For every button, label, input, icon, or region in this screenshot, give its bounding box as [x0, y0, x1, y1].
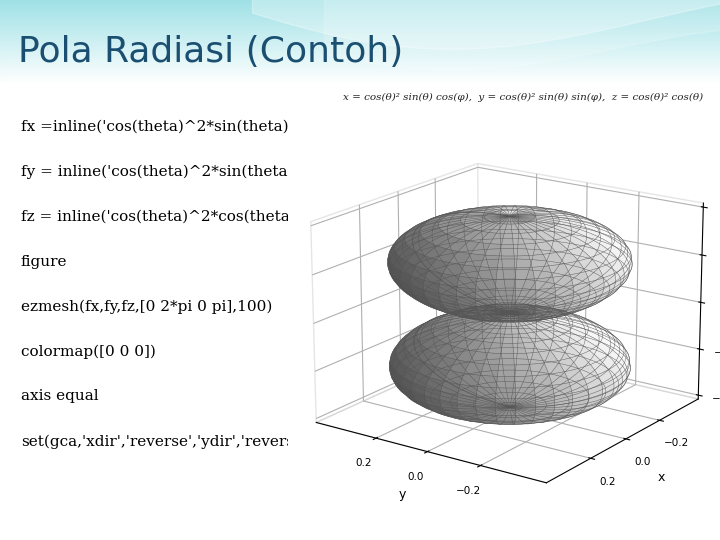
Bar	[0, 79, 720, 80]
Bar	[0, 38, 720, 39]
Bar	[0, 18, 720, 19]
Bar	[0, 44, 720, 45]
Bar	[0, 12, 720, 14]
Bar	[0, 45, 720, 46]
Bar	[0, 11, 720, 12]
Bar	[0, 51, 720, 52]
Bar	[0, 28, 720, 29]
Bar	[0, 74, 720, 75]
Bar	[0, 69, 720, 70]
Bar	[0, 2, 720, 3]
Bar	[0, 15, 720, 16]
Text: fz = inline('cos(theta)^2*cos(theta)');: fz = inline('cos(theta)^2*cos(theta)');	[21, 210, 311, 224]
Bar	[0, 25, 720, 26]
Bar	[0, 83, 720, 84]
Bar	[0, 7, 720, 8]
Bar	[0, 27, 720, 28]
Bar	[0, 62, 720, 63]
Text: fx =inline('cos(theta)^2*sin(theta)*cos(phi)');: fx =inline('cos(theta)^2*sin(theta)*cos(…	[21, 120, 373, 134]
Bar	[0, 63, 720, 64]
Bar	[0, 65, 720, 66]
Bar	[0, 19, 720, 20]
Bar	[0, 71, 720, 72]
X-axis label: y: y	[398, 488, 405, 501]
Bar	[0, 30, 720, 31]
Text: colormap([0 0 0]): colormap([0 0 0])	[21, 345, 156, 359]
Bar	[0, 16, 720, 17]
Text: fy = inline('cos(theta)^2*sin(theta)*sin(phi)');: fy = inline('cos(theta)^2*sin(theta)*sin…	[21, 165, 375, 179]
Bar	[0, 77, 720, 78]
Bar	[0, 49, 720, 50]
Text: set(gca,'xdir','reverse','ydir','reverse'): set(gca,'xdir','reverse','ydir','reverse…	[21, 434, 313, 449]
Bar	[0, 17, 720, 18]
Bar	[0, 76, 720, 77]
Bar	[0, 1, 720, 2]
Bar	[0, 78, 720, 79]
Bar	[0, 42, 720, 43]
Bar	[0, 21, 720, 22]
Text: Pola Radiasi (Contoh): Pola Radiasi (Contoh)	[18, 35, 403, 69]
Bar	[0, 37, 720, 38]
Bar	[0, 56, 720, 57]
Bar	[0, 34, 720, 35]
Bar	[0, 23, 720, 24]
Bar	[0, 5, 720, 6]
Text: figure: figure	[21, 255, 67, 268]
Bar	[0, 32, 720, 33]
Bar	[0, 70, 720, 71]
Bar	[0, 50, 720, 51]
Bar	[0, 14, 720, 15]
Bar	[0, 60, 720, 62]
Bar	[0, 75, 720, 76]
Bar	[0, 31, 720, 32]
Bar	[0, 24, 720, 25]
Bar	[0, 3, 720, 4]
Bar	[0, 26, 720, 27]
Bar	[0, 55, 720, 56]
Bar	[0, 10, 720, 11]
Bar	[0, 82, 720, 83]
Bar	[0, 4, 720, 5]
Bar	[0, 0, 720, 1]
Bar	[0, 6, 720, 7]
Bar	[0, 22, 720, 23]
Bar	[0, 35, 720, 36]
Bar	[0, 64, 720, 65]
Bar	[0, 29, 720, 30]
Bar	[0, 47, 720, 48]
Bar	[0, 67, 720, 68]
Bar	[0, 53, 720, 55]
Bar	[0, 52, 720, 53]
Text: axis equal: axis equal	[21, 389, 99, 403]
Bar	[0, 57, 720, 58]
Bar	[0, 33, 720, 34]
Bar	[0, 46, 720, 47]
Bar	[0, 9, 720, 10]
Bar	[0, 68, 720, 69]
Bar	[0, 43, 720, 44]
Bar	[0, 72, 720, 73]
Text: x = cos(θ)² sin(θ) cos(φ),  y = cos(θ)² sin(θ) sin(φ),  z = cos(θ)² cos(θ): x = cos(θ)² sin(θ) cos(φ), y = cos(θ)² s…	[343, 93, 703, 102]
Bar	[0, 80, 720, 81]
Bar	[0, 20, 720, 21]
Bar	[0, 36, 720, 37]
Bar	[0, 66, 720, 67]
Bar	[0, 41, 720, 42]
Bar	[0, 39, 720, 40]
Bar	[0, 40, 720, 41]
Bar	[0, 73, 720, 74]
Bar	[0, 59, 720, 60]
Bar	[0, 81, 720, 82]
Text: ezmesh(fx,fy,fz,[0 2*pi 0 pi],100): ezmesh(fx,fy,fz,[0 2*pi 0 pi],100)	[21, 300, 272, 314]
Y-axis label: x: x	[657, 471, 665, 484]
Bar	[0, 8, 720, 9]
Bar	[0, 48, 720, 49]
